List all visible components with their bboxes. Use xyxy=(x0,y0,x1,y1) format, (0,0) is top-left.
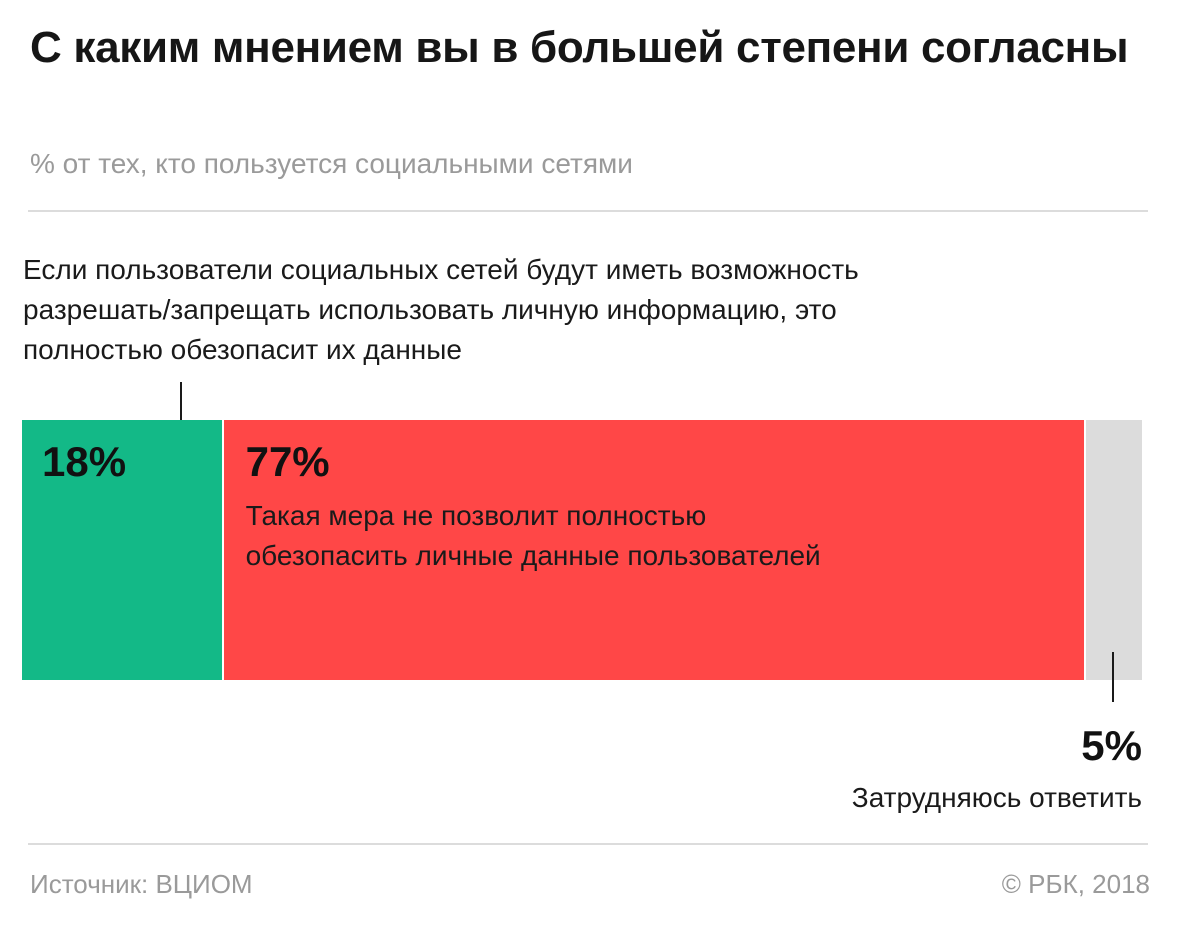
bar-segment-disagree: 77% Такая мера не позволит полностью обе… xyxy=(223,420,1084,680)
leader-line-agree xyxy=(180,382,182,440)
value-label-undecided: 5% xyxy=(1081,722,1142,769)
segment-label-undecided: Затрудняюсь ответить xyxy=(851,782,1142,813)
bottom-divider xyxy=(28,843,1148,845)
top-divider xyxy=(28,210,1148,212)
bar-segment-undecided xyxy=(1086,420,1142,680)
stacked-bar: 18% 77% Такая мера не позволит полностью… xyxy=(22,420,1142,680)
chart-title: С каким мнением вы в большей степени сог… xyxy=(30,23,1129,72)
value-label-agree: 18% xyxy=(42,438,127,485)
copyright-note: © РБК, 2018 xyxy=(1001,869,1150,899)
bar-segment-agree: 18% xyxy=(22,420,222,680)
source-note: Источник: ВЦИОМ xyxy=(30,869,253,899)
segment-label-disagree: Такая мера не позволит полностью обезопа… xyxy=(245,500,821,571)
leader-line-undecided xyxy=(1112,652,1114,702)
chart-subtitle: % от тех, кто пользуется социальными сет… xyxy=(30,148,633,179)
segment-label-agree: Если пользователи социальных сетей будут… xyxy=(23,254,859,365)
value-label-disagree: 77% xyxy=(245,438,330,485)
